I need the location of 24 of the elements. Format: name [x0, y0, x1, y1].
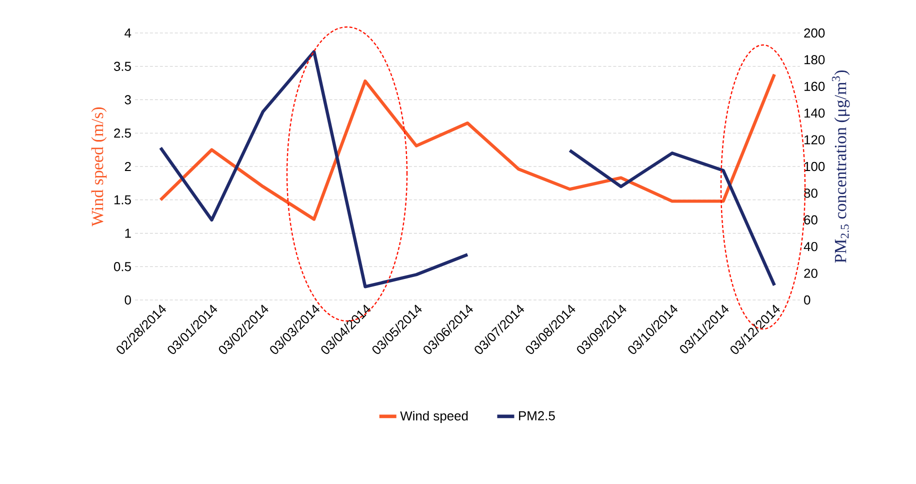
y2-tick-label: 40: [804, 242, 818, 252]
y2-tick-label: 20: [804, 268, 818, 278]
legend-label: Wind speed: [400, 410, 468, 424]
y2-axis-title: PM$_{2.5}$ concentration (μg/m$^{3}$): [832, 70, 850, 263]
y-tick-label: 1: [125, 228, 131, 238]
y-tick-label: 2.5: [114, 128, 131, 138]
y2-tick-label: 120: [804, 135, 825, 144]
y-tick-label: 0: [124, 295, 131, 305]
legend-label: PM2.5: [519, 411, 555, 420]
y-axis-title: Wind speed (m/s): [91, 107, 107, 226]
y-tick-label: 2: [124, 162, 131, 172]
y2-tick-label: 180: [804, 55, 825, 64]
y-tick-label: 0.5: [114, 262, 131, 272]
y-tick-label: 3.5: [114, 62, 131, 71]
y2-tick-label: 160: [804, 82, 825, 91]
y2-tick-label: 140: [804, 108, 825, 118]
line-series: [158, 72, 776, 221]
y2-tick-label: 100: [804, 162, 825, 172]
y2-tick-label: 200: [804, 28, 825, 38]
y-tick-label: 3: [124, 95, 131, 104]
y2-tick-label: 0: [804, 295, 810, 305]
y-tick-label: 4: [124, 28, 132, 38]
y2-tick-label: 60: [804, 215, 818, 224]
y-tick-label: 1.5: [114, 195, 131, 204]
